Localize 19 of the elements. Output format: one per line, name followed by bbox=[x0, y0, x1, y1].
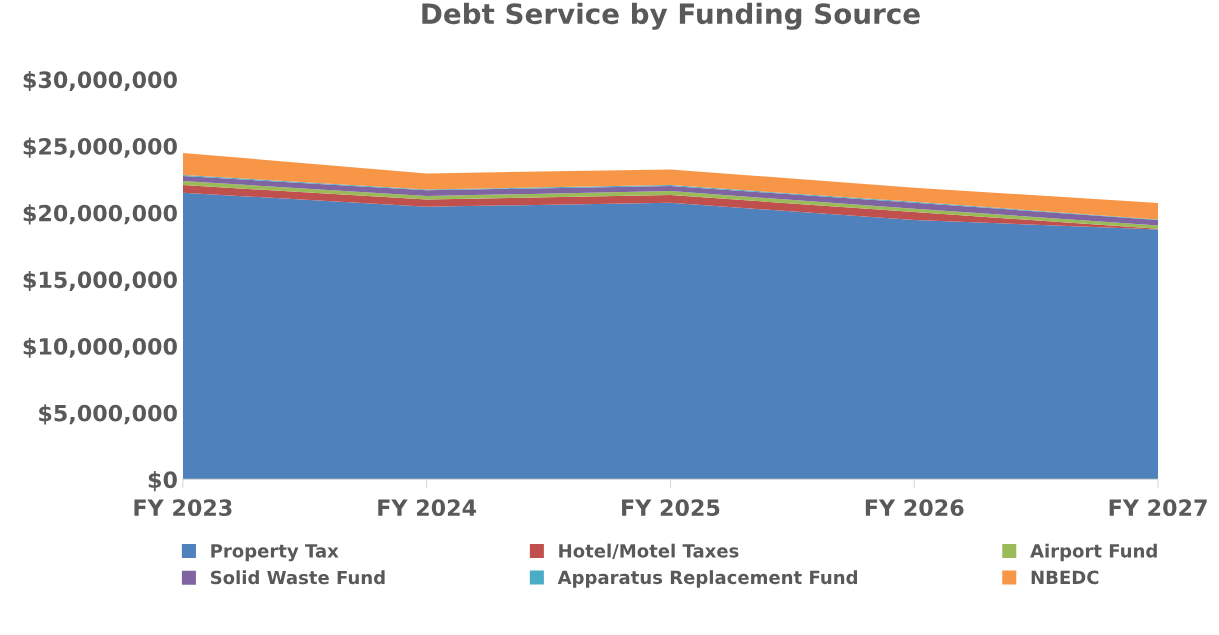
y-tick-label: $30,000,000 bbox=[23, 70, 177, 92]
x-tick-label: FY 2023 bbox=[134, 499, 232, 517]
y-tick-label: $20,000,000 bbox=[23, 204, 177, 225]
legend-label: Solid Waste Fund bbox=[210, 570, 385, 585]
legend-label: Hotel/Motel Taxes bbox=[559, 543, 739, 560]
y-tick-label: $0 bbox=[148, 470, 177, 492]
y-tick-label: $10,000,000 bbox=[23, 337, 177, 358]
x-tick-label: FY 2024 bbox=[378, 499, 477, 517]
legend-label: Airport Fund bbox=[1030, 543, 1157, 562]
y-tick-label: $25,000,000 bbox=[23, 137, 177, 158]
x-tick-label: FY 2026 bbox=[865, 499, 964, 517]
legend-label: Property Tax bbox=[211, 544, 339, 562]
x-tick-label: FY 2025 bbox=[622, 499, 720, 517]
chart-title: Debt Service by Funding Source bbox=[422, 2, 920, 30]
legend-label: Apparatus Replacement Fund bbox=[557, 570, 857, 588]
legend-label: NBEDC bbox=[1031, 570, 1099, 585]
y-tick-label: $5,000,000 bbox=[39, 404, 177, 425]
x-tick-label: FY 2027 bbox=[1109, 499, 1207, 517]
y-tick-label: $15,000,000 bbox=[23, 270, 177, 292]
